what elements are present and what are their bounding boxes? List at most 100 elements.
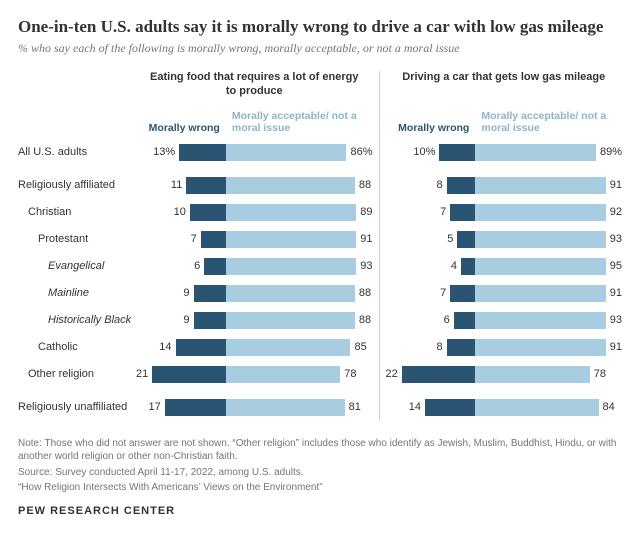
chart-title: One-in-ten U.S. adults say it is morally…: [18, 16, 622, 37]
chart-subtitle: % who say each of the following is moral…: [18, 41, 622, 57]
value-acceptable: 89%: [600, 146, 622, 158]
value-wrong: 14: [409, 401, 421, 413]
value-wrong: 22: [386, 368, 398, 380]
value-wrong: 6: [194, 260, 200, 272]
value-acceptable: 91: [610, 287, 622, 299]
bar-wrong: [402, 366, 476, 383]
value-acceptable: 95: [610, 260, 622, 272]
value-wrong: 5: [447, 233, 453, 245]
bar-acceptable: [475, 366, 589, 383]
value-acceptable: 81: [349, 401, 361, 413]
bar-row: 1781: [136, 394, 373, 421]
bar-acceptable: [226, 231, 356, 248]
value-wrong: 9: [183, 287, 189, 299]
bar-wrong: [454, 312, 476, 329]
value-acceptable: 78: [594, 368, 606, 380]
row-label: Christian: [18, 199, 136, 226]
row-label: Other religion: [18, 361, 136, 388]
panel-divider: [379, 71, 380, 421]
bar-acceptable: [226, 177, 355, 194]
value-wrong: 8: [436, 179, 442, 191]
value-wrong: 21: [136, 368, 148, 380]
bar-row: 22 78: [386, 361, 623, 388]
bar-row: 693: [136, 253, 373, 280]
bar-acceptable: [475, 204, 605, 221]
row-label: All U.S. adults: [18, 139, 136, 166]
value-acceptable: 92: [610, 206, 622, 218]
row-labels-column: All U.S. adults Religiously affiliatedChr…: [18, 71, 136, 421]
bar-row: 7 91: [386, 280, 623, 307]
panel-food: Eating food that requires a lot of energ…: [136, 71, 373, 421]
bar-acceptable: [475, 285, 605, 302]
panel-car: Driving a car that gets low gas mileage …: [386, 71, 623, 421]
bar-wrong: [450, 204, 475, 221]
bar-wrong: [201, 231, 226, 248]
bar-row: 8 91: [386, 334, 623, 361]
bar-row: 13% 86%: [136, 139, 373, 166]
row-label: Religiously unaffiliated: [18, 394, 136, 421]
value-wrong: 10%: [413, 146, 435, 158]
bar-acceptable: [226, 144, 347, 161]
bar-wrong: [176, 339, 226, 356]
value-wrong: 11: [171, 179, 182, 191]
bar-acceptable: [475, 312, 605, 329]
bar-wrong: [461, 258, 475, 275]
value-wrong: 8: [436, 341, 442, 353]
bar-wrong: [425, 399, 475, 416]
bar-row: 10% 89%: [386, 139, 623, 166]
bar-wrong: [194, 312, 226, 329]
bar-acceptable: [226, 399, 345, 416]
bar-acceptable: [475, 231, 605, 248]
header-morally-wrong: Morally wrong: [386, 103, 476, 139]
bar-acceptable: [226, 366, 340, 383]
bar-acceptable: [475, 144, 596, 161]
value-acceptable: 88: [359, 179, 371, 191]
bar-acceptable: [475, 177, 605, 194]
value-wrong: 9: [183, 314, 189, 326]
bar-row: 593: [386, 226, 623, 253]
bar-wrong: [447, 177, 476, 194]
value-wrong: 17: [149, 401, 161, 413]
value-acceptable: 86%: [350, 146, 372, 158]
bar-wrong: [186, 177, 226, 194]
footnote: Note: Those who did not answer are not s…: [18, 437, 622, 464]
value-acceptable: 91: [610, 179, 622, 191]
value-wrong: 13%: [153, 146, 175, 158]
bar-wrong: [457, 231, 475, 248]
value-wrong: 4: [451, 260, 457, 272]
bar-acceptable: [475, 339, 605, 356]
bar-row: 1484: [386, 394, 623, 421]
value-acceptable: 85: [354, 341, 366, 353]
bar-acceptable: [475, 399, 598, 416]
value-wrong: 6: [444, 314, 450, 326]
value-wrong: 7: [191, 233, 197, 245]
value-wrong: 10: [174, 206, 186, 218]
bar-row: 988: [136, 307, 373, 334]
bar-acceptable: [226, 312, 355, 329]
bar-wrong: [165, 399, 226, 416]
bar-wrong: [152, 366, 226, 383]
row-label: Religiously affiliated: [18, 172, 136, 199]
header-acceptable: Morally acceptable/ not a moral issue: [226, 103, 373, 139]
bar-acceptable: [226, 339, 351, 356]
bar-wrong: [204, 258, 226, 275]
value-acceptable: 88: [359, 287, 371, 299]
column-headers: Morally wrong Morally acceptable/ not a …: [136, 103, 373, 139]
chart-body: All U.S. adults Religiously affiliatedChr…: [18, 71, 622, 421]
column-headers: Morally wrong Morally acceptable/ not a …: [386, 103, 623, 139]
chart-footer: Note: Those who did not answer are not s…: [18, 437, 622, 495]
row-label: Catholic: [18, 334, 136, 361]
header-acceptable: Morally acceptable/ not a moral issue: [475, 103, 622, 139]
source-line: Source: Survey conducted April 11-17, 20…: [18, 466, 622, 480]
value-acceptable: 91: [360, 233, 372, 245]
bar-row: 11 88: [136, 172, 373, 199]
study-line: “How Religion Intersects With Americans’…: [18, 481, 622, 495]
row-label: Mainline: [18, 280, 136, 307]
value-acceptable: 89: [360, 206, 372, 218]
header-morally-wrong: Morally wrong: [136, 103, 226, 139]
bar-acceptable: [226, 204, 356, 221]
value-wrong: 7: [440, 287, 446, 299]
row-label: Evangelical: [18, 253, 136, 280]
value-wrong: 7: [440, 206, 446, 218]
value-acceptable: 91: [610, 341, 622, 353]
